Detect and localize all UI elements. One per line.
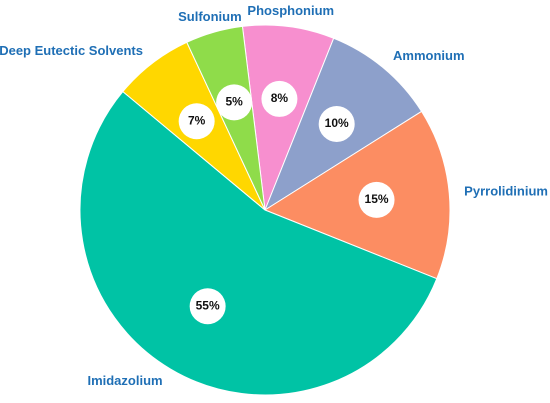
pie-slice [263,110,451,280]
value-label-bg [189,288,226,325]
value-label: 10% [325,116,349,130]
value-label-bg [261,80,298,117]
value-label-bg [178,103,215,140]
value-label-bg [318,105,355,142]
category-label: Ammonium [393,48,465,63]
category-label: Deep Eutectic Solvents [0,43,143,58]
value-label: 5% [225,95,243,109]
pie-slice [241,24,335,211]
value-label: 7% [188,113,206,127]
value-label: 15% [365,192,389,206]
category-label: Pyrrolidinium [464,183,548,198]
category-label: Imidazolium [87,373,162,388]
category-label: Phosphonium [247,3,334,18]
value-label-bg [216,84,253,121]
value-label: 55% [196,298,220,312]
value-label-bg [358,181,395,218]
category-label: Sulfonium [178,9,242,24]
pie-slice [79,90,438,396]
value-label: 8% [271,91,289,105]
